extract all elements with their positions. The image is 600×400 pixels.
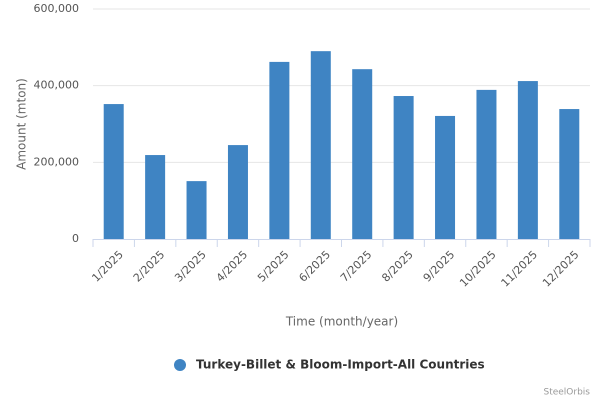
- y-tick-label: 0: [72, 232, 79, 245]
- bar: [559, 109, 580, 239]
- x-tick-label: 5/2025: [255, 248, 292, 285]
- legend-marker[interactable]: [174, 359, 186, 371]
- legend-label[interactable]: Turkey-Billet & Bloom-Import-All Countri…: [196, 358, 485, 372]
- x-axis-title: Time (month/year): [285, 315, 398, 329]
- x-tick-label: 8/2025: [379, 248, 416, 285]
- x-tick-label: 3/2025: [172, 248, 209, 285]
- bar: [103, 104, 124, 239]
- credit: SteelOrbis: [543, 388, 590, 398]
- x-tick-label: 10/2025: [457, 248, 499, 290]
- bar: [517, 81, 538, 239]
- y-tick-label: 400,000: [34, 79, 80, 92]
- x-tick-label: 2/2025: [131, 248, 168, 285]
- x-tick-label: 1/2025: [89, 248, 126, 285]
- bar: [352, 69, 373, 239]
- x-tick-label: 11/2025: [499, 248, 541, 290]
- bar: [227, 145, 248, 239]
- bar: [186, 181, 207, 239]
- bar: [310, 51, 331, 239]
- x-tick-label: 9/2025: [421, 248, 458, 285]
- x-tick-label: 6/2025: [296, 248, 333, 285]
- bar: [145, 155, 166, 239]
- bar: [269, 61, 290, 240]
- x-tick-label: 7/2025: [338, 248, 375, 285]
- y-tick-label: 200,000: [34, 155, 80, 168]
- bar: [435, 115, 456, 239]
- y-tick-label: 600,000: [34, 2, 80, 15]
- x-tick-label: 12/2025: [540, 248, 582, 290]
- x-tick-label: 4/2025: [214, 248, 251, 285]
- bar: [393, 96, 414, 240]
- bar: [476, 89, 497, 239]
- y-axis-title: Amount (mton): [15, 78, 29, 170]
